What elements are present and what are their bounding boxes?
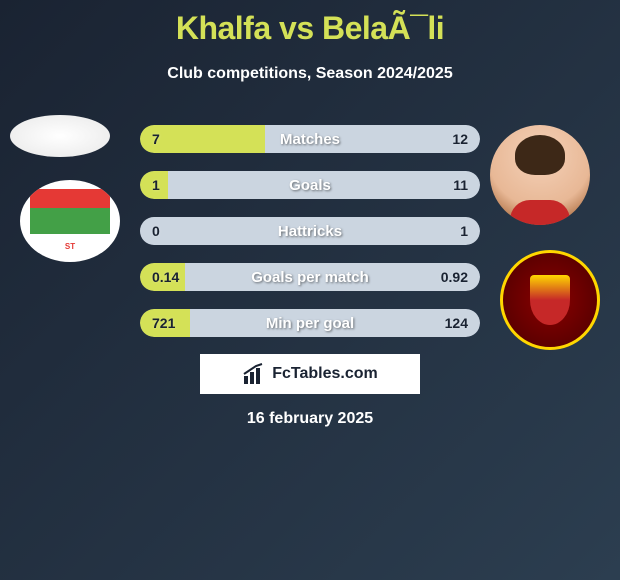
comparison-title: Khalfa vs BelaÃ¯li bbox=[0, 0, 620, 47]
stat-value-right: 0.92 bbox=[441, 269, 468, 285]
stat-row: 721 Min per goal 124 bbox=[140, 309, 480, 337]
stat-label: Hattricks bbox=[140, 223, 480, 240]
club-badge-right bbox=[500, 250, 600, 350]
comparison-subtitle: Club competitions, Season 2024/2025 bbox=[0, 65, 620, 83]
stat-value-right: 11 bbox=[453, 177, 468, 193]
stat-row: 0.14 Goals per match 0.92 bbox=[140, 263, 480, 291]
brand-text: FcTables.com bbox=[272, 365, 378, 383]
club-abbr-left: ST bbox=[30, 242, 110, 251]
footer-date: 16 february 2025 bbox=[0, 410, 620, 428]
stat-label: Matches bbox=[140, 131, 480, 148]
stat-row: 1 Goals 11 bbox=[140, 171, 480, 199]
stat-value-right: 1 bbox=[460, 223, 468, 239]
stat-value-right: 124 bbox=[445, 315, 468, 331]
brand-box[interactable]: FcTables.com bbox=[200, 354, 420, 394]
stat-label: Goals per match bbox=[140, 269, 480, 286]
player-photo-left bbox=[10, 115, 110, 157]
player-photo-right bbox=[490, 125, 590, 225]
chart-icon bbox=[242, 362, 266, 386]
stats-table: 7 Matches 12 1 Goals 11 0 Hattricks 1 0.… bbox=[140, 125, 480, 355]
stat-row: 7 Matches 12 bbox=[140, 125, 480, 153]
stat-label: Min per goal bbox=[140, 315, 480, 332]
club-badge-left: ST bbox=[20, 180, 120, 262]
stat-label: Goals bbox=[140, 177, 480, 194]
stat-value-right: 12 bbox=[452, 131, 468, 147]
stat-row: 0 Hattricks 1 bbox=[140, 217, 480, 245]
